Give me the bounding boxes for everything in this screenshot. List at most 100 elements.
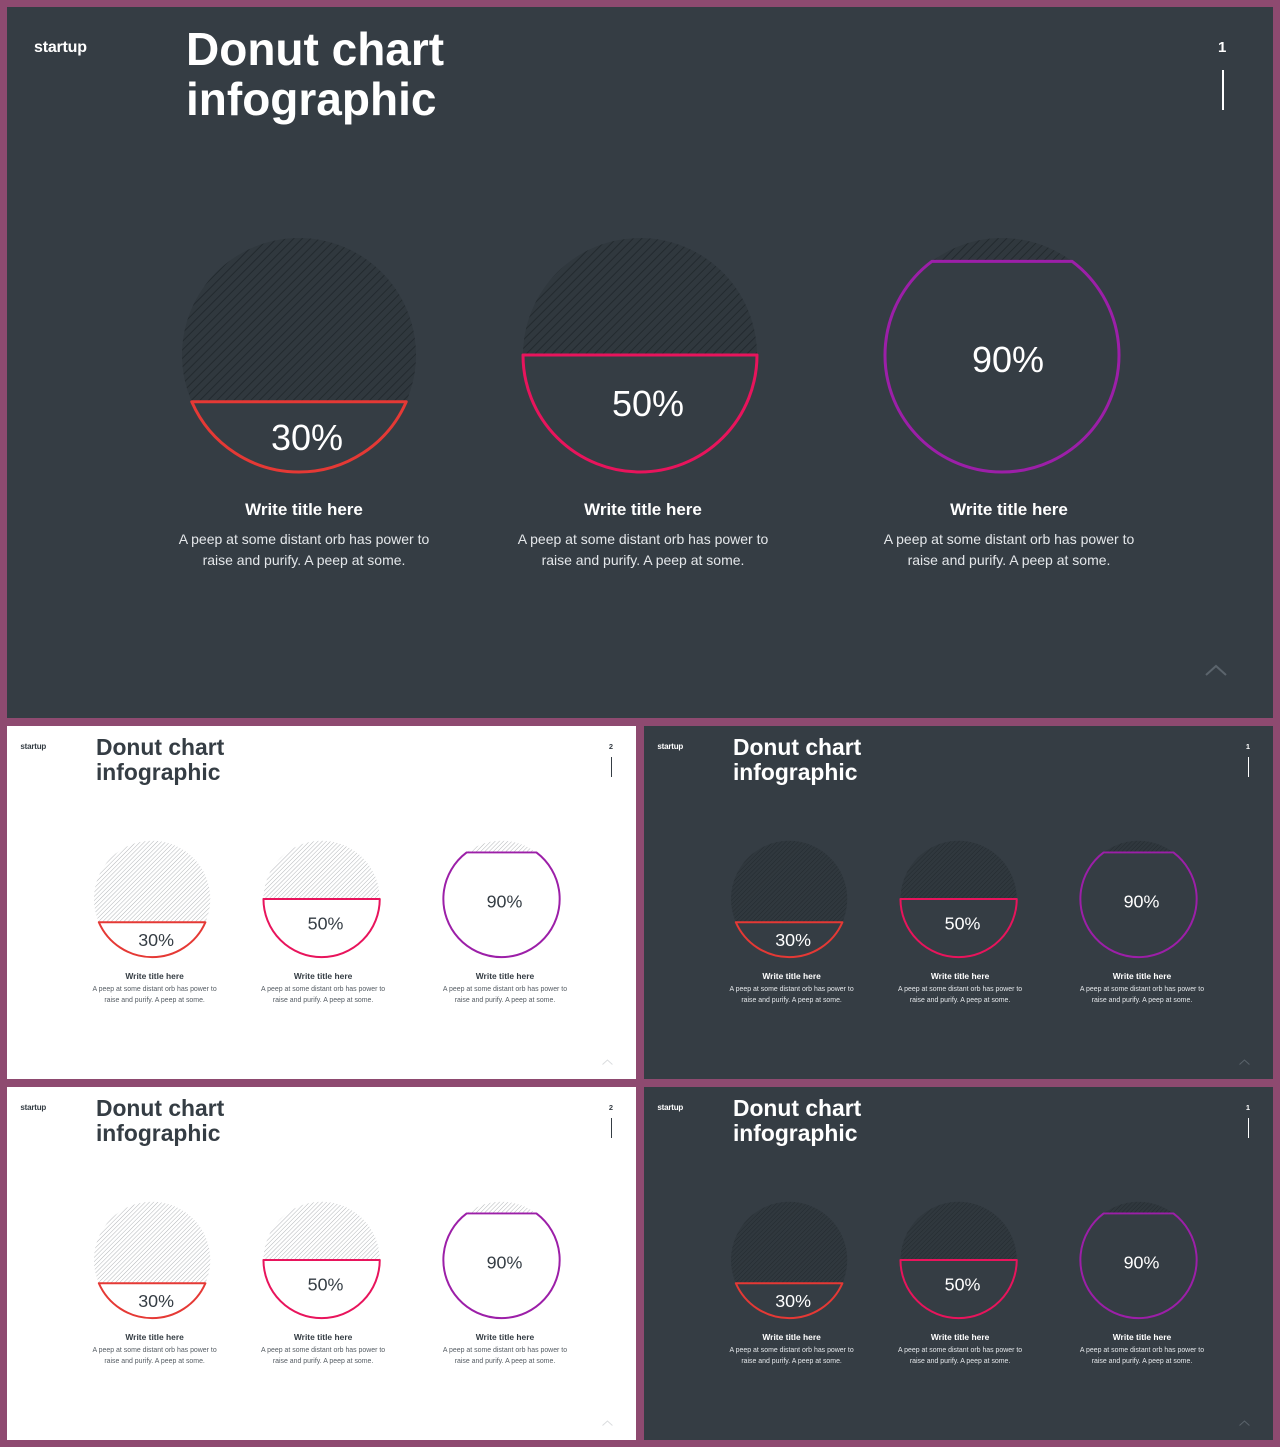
description-line-1: A peep at some distant orb has power to bbox=[897, 1347, 1023, 1355]
donut-1-value-label: 30% bbox=[138, 1291, 174, 1311]
slide-1[interactable]: startup Donut chart infographic 1 30% 50% 90% W… bbox=[7, 7, 1273, 718]
item-2-title: Write title here bbox=[293, 1332, 353, 1343]
description-line-2: raise and purify. A peep at some. bbox=[907, 552, 1111, 568]
item-2-title: Write title here bbox=[584, 500, 702, 519]
chevron-up-icon[interactable] bbox=[1239, 1052, 1250, 1070]
item-3-description: A peep at some distant orb has power to r… bbox=[421, 985, 590, 1006]
donut-3-segment bbox=[1079, 851, 1198, 959]
donut-3-segment bbox=[883, 259, 1121, 474]
slide-title: Donut chart infographic bbox=[96, 735, 224, 784]
slide-title: Donut chart infographic bbox=[96, 1096, 224, 1145]
description-line-2: raise and purify. A peep at some. bbox=[202, 552, 406, 568]
title-line-1: Donut chart bbox=[732, 1094, 862, 1121]
donut-2-segment bbox=[262, 1258, 381, 1320]
donut-1-segment bbox=[734, 921, 844, 959]
chevron-up-icon[interactable] bbox=[1205, 663, 1227, 681]
item-1-description: A peep at some distant orb has power to r… bbox=[70, 985, 239, 1006]
item-3-description: A peep at some distant orb has power to r… bbox=[1058, 1346, 1227, 1367]
slide-4[interactable]: startup Donut chart infographic 2 30% 50% 90% W… bbox=[7, 1087, 636, 1440]
description-line-1: A peep at some distant orb has power to bbox=[897, 986, 1023, 994]
slide-2[interactable]: startup Donut chart infographic 2 30% 50% 90% W… bbox=[7, 726, 636, 1079]
donut-1-value-label: 30% bbox=[775, 930, 811, 950]
item-3-description: A peep at some distant orb has power to r… bbox=[421, 1346, 590, 1367]
item-2-description: A peep at some distant orb has power to r… bbox=[876, 1346, 1045, 1367]
item-1-title: Write title here bbox=[125, 1332, 184, 1343]
description-line-1: A peep at some distant orb has power to bbox=[729, 1347, 854, 1355]
chevron-up-icon[interactable] bbox=[1239, 1413, 1250, 1431]
description-line-1: A peep at some distant orb has power to bbox=[1079, 986, 1205, 994]
item-1-title: Write title here bbox=[762, 971, 821, 982]
description-line-1: A peep at some distant orb has power to bbox=[442, 1347, 568, 1355]
description-line-2: raise and purify. A peep at some. bbox=[909, 1357, 1011, 1365]
donut-2-value-label: 50% bbox=[612, 383, 684, 424]
description-line-2: raise and purify. A peep at some. bbox=[741, 996, 842, 1004]
brand-label: startup bbox=[34, 39, 87, 56]
item-3-title: Write title here bbox=[1112, 1332, 1172, 1343]
brand-label: startup bbox=[657, 741, 684, 751]
chevron-up-icon[interactable] bbox=[602, 1413, 613, 1431]
slide-title: Donut chart infographic bbox=[733, 735, 861, 784]
description-line-2: raise and purify. A peep at some. bbox=[104, 996, 205, 1004]
item-1-description: A peep at some distant orb has power to r… bbox=[70, 1346, 239, 1367]
donut-3-segment bbox=[442, 851, 561, 959]
slide-3[interactable]: startup Donut chart infographic 1 30% 50% 90% W… bbox=[644, 726, 1273, 1079]
description-line-2: raise and purify. A peep at some. bbox=[909, 996, 1011, 1004]
item-1-title: Write title here bbox=[125, 971, 184, 982]
donut-3-segment bbox=[442, 1212, 561, 1320]
donut-2-segment bbox=[899, 1258, 1018, 1320]
item-3-description: A peep at some distant orb has power to r… bbox=[1058, 985, 1227, 1006]
item-3-title: Write title here bbox=[950, 500, 1068, 519]
description-line-1: A peep at some distant orb has power to bbox=[260, 1347, 386, 1355]
description-line-1: A peep at some distant orb has power to bbox=[883, 531, 1135, 547]
title-line-1: Donut chart bbox=[732, 733, 862, 760]
donut-3-value-label: 90% bbox=[1124, 1252, 1160, 1272]
page-divider bbox=[610, 1118, 613, 1139]
description-line-1: A peep at some distant orb has power to bbox=[260, 986, 386, 994]
description-line-1: A peep at some distant orb has power to bbox=[92, 1347, 217, 1355]
item-3-title: Write title here bbox=[1112, 971, 1172, 982]
brand-label: startup bbox=[20, 741, 47, 751]
donut-2-value-label: 50% bbox=[308, 913, 344, 933]
page-number: 2 bbox=[608, 741, 613, 751]
item-2-title: Write title here bbox=[930, 971, 990, 982]
item-1-title: Write title here bbox=[245, 500, 363, 519]
donut-2-segment bbox=[521, 353, 759, 474]
description-line-2: raise and purify. A peep at some. bbox=[104, 1357, 205, 1365]
donut-1-value-label: 30% bbox=[775, 1291, 811, 1311]
donut-chart-canvas: 30% 50% 90% bbox=[182, 238, 1121, 474]
description-line-2: raise and purify. A peep at some. bbox=[1091, 1357, 1193, 1365]
description-line-2: raise and purify. A peep at some. bbox=[741, 1357, 842, 1365]
chevron-up-icon[interactable] bbox=[602, 1052, 613, 1070]
item-2-description: A peep at some distant orb has power to r… bbox=[473, 529, 813, 571]
donut-2-value-label: 50% bbox=[945, 1274, 981, 1294]
description-line-2: raise and purify. A peep at some. bbox=[454, 996, 556, 1004]
donut-2-segment bbox=[899, 897, 1018, 959]
description-line-2: raise and purify. A peep at some. bbox=[272, 1357, 374, 1365]
item-1-description: A peep at some distant orb has power to r… bbox=[134, 529, 474, 571]
item-1-description: A peep at some distant orb has power to r… bbox=[707, 1346, 876, 1367]
page-number: 1 bbox=[1245, 1102, 1250, 1112]
donut-3-value-label: 90% bbox=[972, 339, 1044, 380]
item-1-title: Write title here bbox=[762, 1332, 821, 1343]
page-divider bbox=[1222, 70, 1224, 110]
brand-label: startup bbox=[657, 1102, 684, 1112]
donut-2-segment bbox=[262, 897, 381, 959]
donut-1-segment bbox=[97, 921, 207, 959]
slide-5[interactable]: startup Donut chart infographic 1 30% 50% 90% W… bbox=[644, 1087, 1273, 1440]
donut-chart-canvas: 30% 50% 90% bbox=[93, 840, 561, 959]
description-line-2: raise and purify. A peep at some. bbox=[1091, 996, 1193, 1004]
donut-3-value-label: 90% bbox=[487, 891, 523, 911]
donut-3-value-label: 90% bbox=[1124, 891, 1160, 911]
description-line-1: A peep at some distant orb has power to bbox=[1079, 1347, 1205, 1355]
title-line-1: Donut chart bbox=[95, 1094, 225, 1121]
title-line-1: Donut chart bbox=[186, 23, 445, 75]
page-divider bbox=[1247, 757, 1250, 778]
page-divider bbox=[610, 757, 613, 778]
title-line-2: infographic bbox=[732, 758, 858, 785]
donut-1-segment bbox=[190, 400, 408, 474]
donut-1-segment bbox=[97, 1282, 207, 1320]
page-number: 1 bbox=[1245, 741, 1250, 751]
donut-chart-canvas: 30% 50% 90% bbox=[93, 1201, 561, 1320]
donut-chart-canvas: 30% 50% 90% bbox=[730, 840, 1198, 959]
donut-2-value-label: 50% bbox=[945, 913, 981, 933]
